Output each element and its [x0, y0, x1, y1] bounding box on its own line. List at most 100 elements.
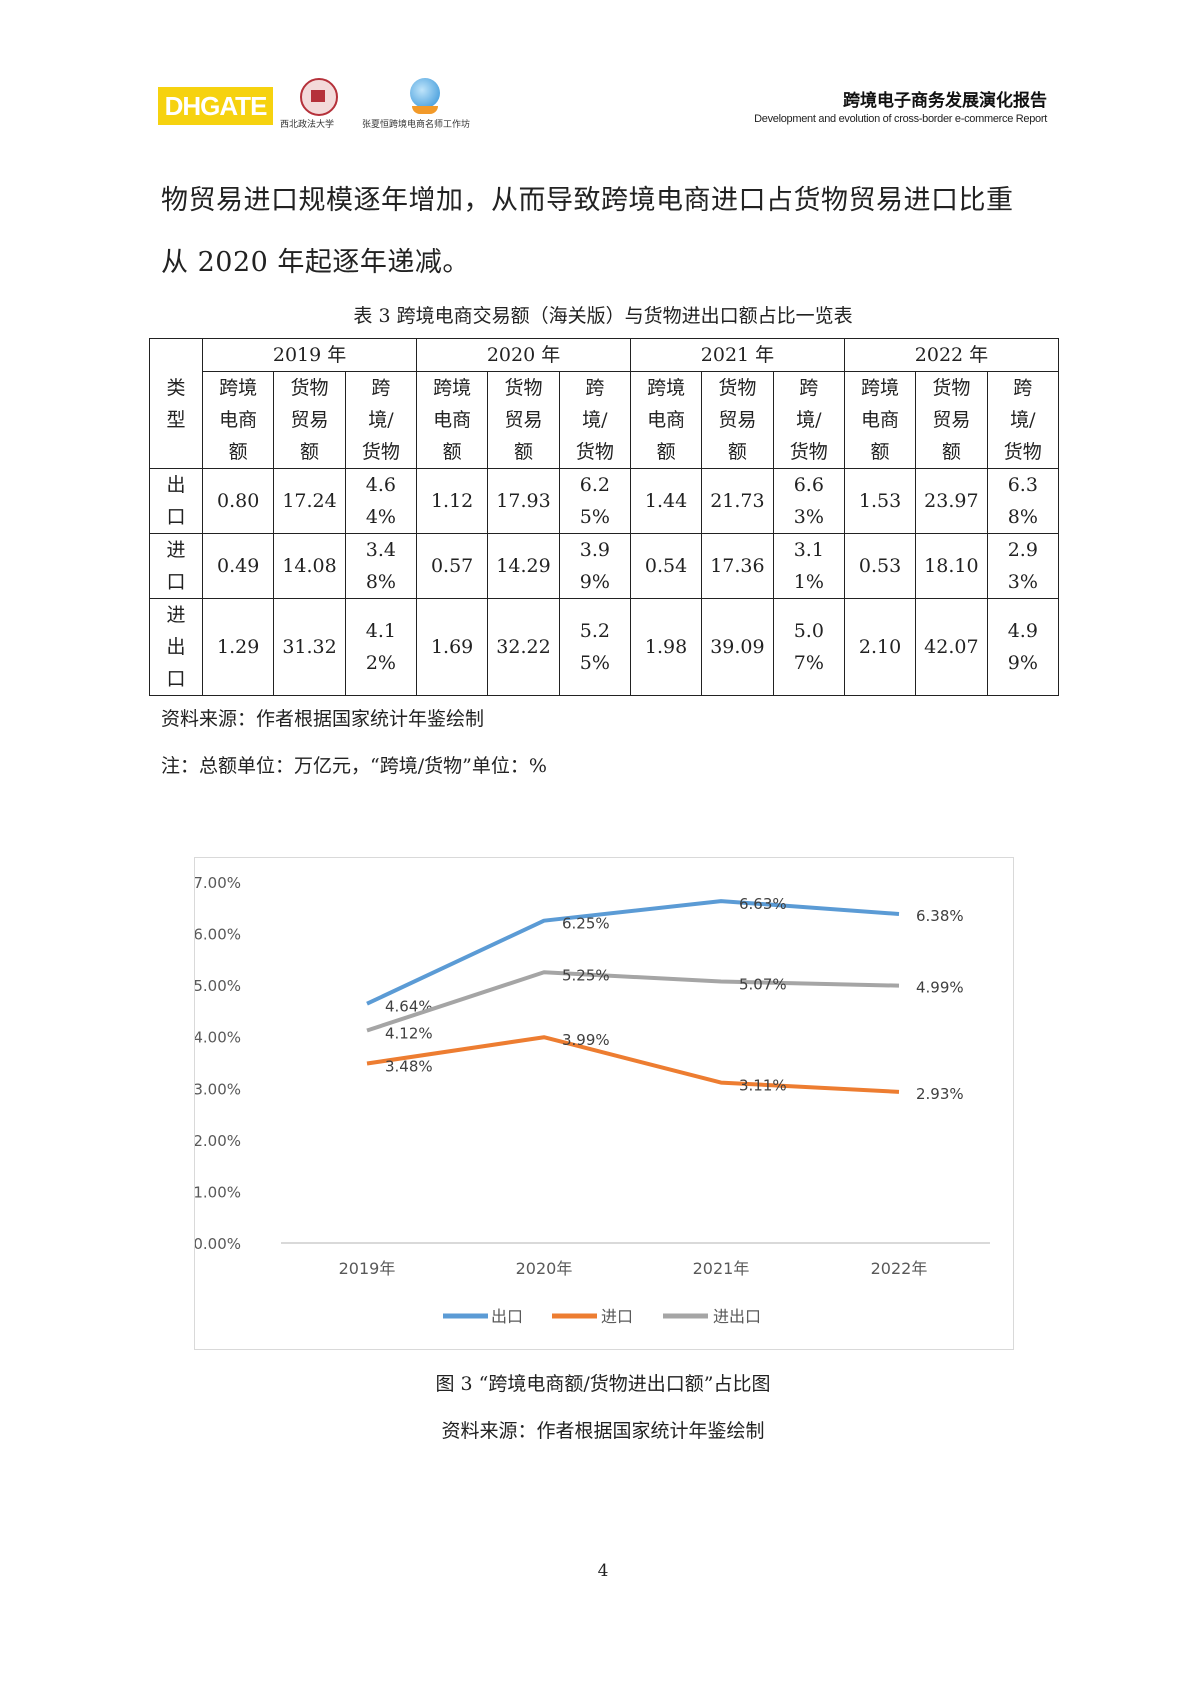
- amount-value: 14.29: [496, 555, 551, 577]
- value-cell: 32.22: [487, 598, 560, 696]
- figure-caption: 图 3 “跨境电商额/货物进出口额”占比图: [435, 1373, 771, 1395]
- sub-header: 跨境/货物: [789, 377, 828, 463]
- amount-value: 1.98: [644, 636, 688, 658]
- data-label: 3.11%: [739, 1077, 787, 1095]
- figure-source: 资料来源：作者根据国家统计年鉴绘制: [441, 1420, 765, 1442]
- studio-globe-logo: [410, 78, 440, 108]
- value-cell: 0.49: [202, 533, 275, 599]
- ratio-value: 2.93%: [1007, 539, 1038, 593]
- y-tick-label: 0.00%: [195, 1235, 241, 1253]
- table-row: 进口 0.49 14.08 3.48% 0.57 14.29 3.99% 0.54 17.36 3…: [148, 533, 1060, 599]
- sub-header: 跨境/货物: [575, 377, 614, 463]
- value-cell: 14.08: [273, 533, 346, 599]
- value-cell: 17.36: [701, 533, 774, 599]
- table-row: 进出口 1.29 31.32 4.12% 1.69 32.22 5.25% 1.98 39.09…: [148, 598, 1060, 696]
- year-header: 2020 年: [416, 338, 631, 372]
- x-tick-label: 2021年: [693, 1259, 750, 1278]
- value-cell: 3.99%: [558, 533, 632, 599]
- value-cell: 2.93%: [986, 533, 1060, 599]
- amount-value: 0.57: [430, 555, 474, 577]
- sub-header: 跨境电商额: [647, 377, 686, 463]
- amount-value: 21.73: [710, 490, 765, 512]
- report-title-cn: 跨境电子商务发展演化报告: [843, 91, 1047, 111]
- ratio-value: 6.63%: [793, 474, 824, 528]
- table-note: 注：总额单位：万亿元，“跨境/货物”单位：%: [161, 755, 547, 777]
- sub-header: 跨境/货物: [1003, 377, 1042, 463]
- amount-value: 1.69: [430, 636, 474, 658]
- page-number: 4: [597, 1561, 609, 1581]
- series-line-1: [366, 1035, 900, 1094]
- amount-value: 1.44: [644, 490, 688, 512]
- type-cell: 出口: [148, 468, 204, 534]
- value-cell: 18.10: [915, 533, 988, 599]
- sub-header-cell: 跨境/货物: [986, 371, 1060, 469]
- value-cell: 0.53: [843, 533, 917, 599]
- amount-value: 0.80: [217, 490, 260, 512]
- type-cell: 进口: [148, 533, 204, 599]
- amount-value: 39.09: [710, 636, 765, 658]
- dhgate-logo: DHGATE: [158, 87, 273, 125]
- amount-value: 17.36: [710, 555, 765, 577]
- sub-header: 跨境电商额: [219, 377, 258, 463]
- series-line-0: [366, 899, 900, 1006]
- amount-value: 2.10: [858, 636, 902, 658]
- ratio-value: 3.99%: [579, 539, 610, 593]
- sub-header: 货物贸易额: [718, 377, 757, 463]
- value-cell: 21.73: [701, 468, 774, 534]
- sub-header-cell: 跨境/货物: [558, 371, 632, 469]
- sub-header-cell: 跨境电商额: [843, 371, 917, 469]
- data-label: 3.99%: [562, 1031, 610, 1049]
- amount-value: 1.12: [430, 490, 474, 512]
- amount-value: 14.08: [282, 555, 337, 577]
- value-cell: 6.25%: [558, 468, 632, 534]
- value-cell: 6.63%: [772, 468, 845, 534]
- value-cell: 3.11%: [772, 533, 845, 599]
- data-label: 3.48%: [385, 1058, 433, 1076]
- data-label: 4.12%: [385, 1025, 433, 1043]
- data-label: 2.93%: [916, 1085, 964, 1103]
- ratio-value: 4.64%: [365, 474, 397, 528]
- value-cell: 17.24: [273, 468, 346, 534]
- amount-value: 0.54: [644, 555, 688, 577]
- data-label: 5.25%: [562, 966, 610, 984]
- y-tick-label: 7.00%: [195, 874, 241, 892]
- studio-logo-base: [412, 106, 438, 114]
- y-tick-label: 1.00%: [195, 1183, 241, 1201]
- paragraph-line-1: 物贸易进口规模逐年增加，从而导致跨境电商进口占货物贸易进口比重: [161, 185, 1014, 216]
- data-label: 6.25%: [562, 915, 610, 933]
- value-cell: 42.07: [915, 598, 988, 696]
- sub-header-cell: 货物贸易额: [915, 371, 988, 469]
- ratio-value: 3.48%: [365, 539, 397, 593]
- x-tick-label: 2019年: [339, 1259, 396, 1278]
- value-cell: 5.25%: [558, 598, 632, 696]
- sub-header-cell: 跨境电商额: [202, 371, 275, 469]
- sub-header: 跨境电商额: [861, 377, 900, 463]
- value-cell: 1.29: [202, 598, 275, 696]
- year-header: 2022 年: [843, 338, 1060, 372]
- legend-label: 出口: [491, 1307, 523, 1326]
- amount-value: 32.22: [496, 636, 551, 658]
- value-cell: 2.10: [843, 598, 917, 696]
- sub-header: 跨境/货物: [361, 377, 400, 463]
- y-tick-label: 3.00%: [195, 1080, 241, 1098]
- sub-header-cell: 货物贸易额: [273, 371, 346, 469]
- amount-value: 18.10: [924, 555, 979, 577]
- year-header-row: 类型 2019 年 2020 年 2021 年 2022 年: [148, 338, 1060, 469]
- line-chart: 0.00% 1.00% 2.00% 3.00% 4.00% 5.00% 6.00% 7.00%…: [194, 857, 1014, 1350]
- sub-header: 货物贸易额: [290, 377, 329, 463]
- x-tick-label: 2020年: [516, 1259, 573, 1278]
- ratio-value: 3.11%: [793, 539, 824, 593]
- amount-value: 17.93: [496, 490, 551, 512]
- sub-header-cell: 货物贸易额: [487, 371, 560, 469]
- amount-value: 42.07: [924, 636, 979, 658]
- sub-header-row: 跨境电商额 货物贸易额 跨境/货物 跨境电商额 货物贸易额 跨境/货物 跨境电商额 货物贸易额…: [150, 371, 1060, 469]
- table-row: 出口 0.80 17.24 4.64% 1.12 17.93 6.25% 1.44 21.73 6…: [148, 468, 1060, 534]
- amount-value: 23.97: [924, 490, 979, 512]
- type-header: 类型: [166, 376, 186, 431]
- legend-label: 进出口: [713, 1307, 761, 1326]
- value-cell: 1.44: [629, 468, 703, 534]
- chart-svg: 0.00% 1.00% 2.00% 3.00% 4.00% 5.00% 6.00% 7.00%…: [195, 874, 990, 1326]
- amount-value: 17.24: [282, 490, 337, 512]
- amount-value: 0.49: [217, 555, 260, 577]
- value-cell: 0.80: [202, 468, 275, 534]
